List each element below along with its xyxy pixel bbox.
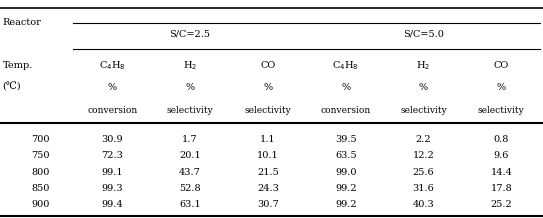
Text: 9.6: 9.6 — [494, 151, 509, 160]
Text: %: % — [108, 83, 117, 92]
Text: CO: CO — [260, 61, 275, 70]
Text: %: % — [263, 83, 273, 92]
Text: 25.6: 25.6 — [413, 168, 434, 177]
Text: selectivity: selectivity — [478, 106, 525, 115]
Text: C$_4$H$_8$: C$_4$H$_8$ — [332, 59, 359, 72]
Text: 40.3: 40.3 — [413, 200, 434, 209]
Text: 99.4: 99.4 — [102, 200, 123, 209]
Text: 21.5: 21.5 — [257, 168, 279, 177]
Text: 72.3: 72.3 — [102, 151, 123, 160]
Text: %: % — [497, 83, 506, 92]
Text: Reactor: Reactor — [3, 18, 42, 27]
Text: conversion: conversion — [320, 106, 371, 115]
Text: 1.7: 1.7 — [182, 135, 198, 144]
Text: 24.3: 24.3 — [257, 184, 279, 193]
Text: 43.7: 43.7 — [179, 168, 201, 177]
Text: 10.1: 10.1 — [257, 151, 279, 160]
Text: (℃): (℃) — [3, 83, 21, 92]
Text: 31.6: 31.6 — [413, 184, 434, 193]
Text: CO: CO — [494, 61, 509, 70]
Text: %: % — [341, 83, 350, 92]
Text: 30.9: 30.9 — [102, 135, 123, 144]
Text: 99.2: 99.2 — [335, 200, 357, 209]
Text: 1.1: 1.1 — [260, 135, 276, 144]
Text: 20.1: 20.1 — [179, 151, 201, 160]
Text: %: % — [419, 83, 428, 92]
Text: 25.2: 25.2 — [490, 200, 512, 209]
Text: conversion: conversion — [87, 106, 137, 115]
Text: 850: 850 — [31, 184, 50, 193]
Text: S/C=2.5: S/C=2.5 — [169, 29, 211, 38]
Text: H$_2$: H$_2$ — [183, 59, 197, 72]
Text: 800: 800 — [31, 168, 50, 177]
Text: 63.1: 63.1 — [179, 200, 201, 209]
Text: 750: 750 — [31, 151, 50, 160]
Text: H$_2$: H$_2$ — [416, 59, 431, 72]
Text: 12.2: 12.2 — [413, 151, 434, 160]
Text: 63.5: 63.5 — [335, 151, 357, 160]
Text: 0.8: 0.8 — [494, 135, 509, 144]
Text: 39.5: 39.5 — [335, 135, 357, 144]
Text: 2.2: 2.2 — [416, 135, 431, 144]
Text: 14.4: 14.4 — [490, 168, 512, 177]
Text: 99.3: 99.3 — [102, 184, 123, 193]
Text: 99.2: 99.2 — [335, 184, 357, 193]
Text: selectivity: selectivity — [167, 106, 213, 115]
Text: 99.1: 99.1 — [102, 168, 123, 177]
Text: 30.7: 30.7 — [257, 200, 279, 209]
Text: 99.0: 99.0 — [335, 168, 356, 177]
Text: 700: 700 — [31, 135, 50, 144]
Text: 900: 900 — [31, 200, 50, 209]
Text: selectivity: selectivity — [400, 106, 447, 115]
Text: %: % — [186, 83, 194, 92]
Text: Temp.: Temp. — [3, 61, 33, 70]
Text: S/C=5.0: S/C=5.0 — [403, 29, 444, 38]
Text: 17.8: 17.8 — [490, 184, 512, 193]
Text: C$_4$H$_8$: C$_4$H$_8$ — [99, 59, 125, 72]
Text: selectivity: selectivity — [244, 106, 291, 115]
Text: 52.8: 52.8 — [179, 184, 201, 193]
